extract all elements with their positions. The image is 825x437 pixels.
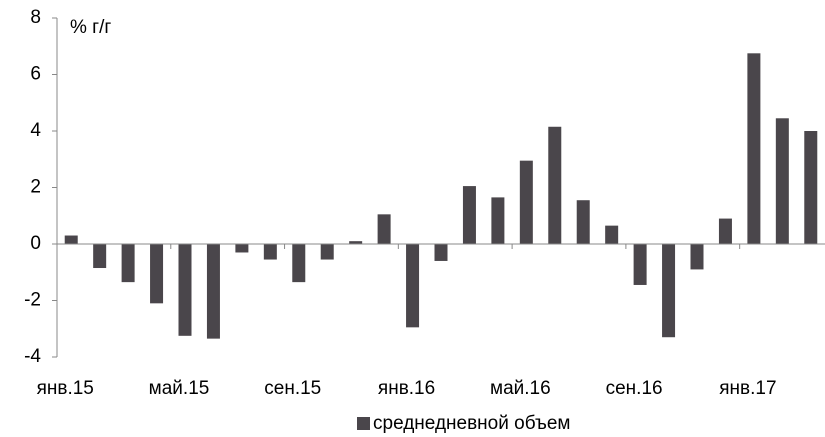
bar: [406, 244, 420, 328]
bar: [576, 200, 590, 244]
bar: [320, 244, 334, 260]
bar: [690, 244, 704, 270]
y-tick-label: -4: [24, 346, 41, 367]
y-tick-label: 2: [30, 177, 41, 198]
y-tick-label: 8: [30, 7, 41, 28]
bar: [718, 218, 732, 244]
legend-label: среднедневной объем: [373, 413, 570, 434]
bar: [548, 126, 562, 244]
bar: [462, 186, 476, 244]
bar: [804, 131, 818, 244]
bar: [377, 214, 391, 244]
y-tick-label: -2: [24, 290, 41, 311]
legend-swatch: [357, 417, 370, 430]
x-tick-label: сен.15: [264, 378, 321, 399]
bar: [775, 118, 789, 244]
bar: [150, 244, 164, 304]
bar: [206, 244, 220, 339]
bar: [662, 244, 676, 338]
bar: [491, 197, 505, 244]
bar: [519, 160, 533, 244]
bar: [349, 241, 363, 244]
x-tick-label: янв.16: [378, 378, 435, 399]
bar: [235, 244, 249, 253]
y-tick-label: 0: [30, 233, 41, 254]
bar: [121, 244, 135, 283]
bar: [292, 244, 306, 283]
y-tick-label: 4: [30, 120, 41, 141]
y-tick-label: 6: [30, 64, 41, 85]
x-tick-label: сен.16: [606, 378, 663, 399]
bar: [434, 244, 448, 261]
bar: [633, 244, 647, 285]
bar: [605, 225, 619, 244]
bar: [747, 53, 761, 244]
x-tick-label: май.16: [490, 378, 551, 399]
x-tick-label: май.15: [149, 378, 210, 399]
x-tick-label: янв.15: [37, 378, 94, 399]
bar: [263, 244, 277, 260]
y-axis-label: % г/г: [70, 17, 111, 38]
x-tick-label: янв.17: [719, 378, 776, 399]
bar: [64, 235, 78, 244]
bar: [93, 244, 107, 269]
bar: [178, 244, 192, 336]
